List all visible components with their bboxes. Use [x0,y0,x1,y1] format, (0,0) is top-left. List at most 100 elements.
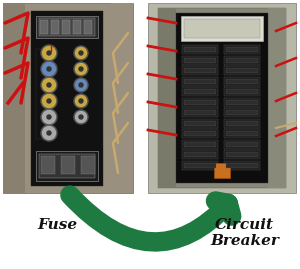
Bar [224,161,260,169]
Bar [224,97,260,107]
Circle shape [47,99,51,103]
Bar [226,79,258,83]
Bar [36,49,51,139]
Bar [182,66,218,75]
Bar [182,140,218,148]
Bar [224,55,260,65]
Circle shape [74,78,88,92]
Bar [224,108,260,117]
Text: Circuit
Breaker: Circuit Breaker [210,218,279,248]
Bar [226,162,258,168]
Bar [73,20,81,34]
Circle shape [74,110,88,124]
Bar [184,58,216,62]
Bar [84,20,92,34]
Bar [224,140,260,148]
Bar [182,45,218,54]
Circle shape [47,131,51,135]
Bar [182,150,218,159]
Bar [51,20,59,34]
Bar [226,100,258,104]
Circle shape [76,48,86,58]
Bar [39,18,95,36]
Bar [184,131,216,136]
Bar [148,3,296,193]
Circle shape [79,67,83,71]
Bar [184,19,260,38]
Circle shape [41,109,57,125]
Bar [61,156,75,174]
Circle shape [79,115,83,119]
Circle shape [74,62,88,76]
Circle shape [76,63,86,75]
Circle shape [76,80,86,90]
Bar [181,16,263,41]
Bar [184,152,216,157]
Bar [111,3,133,193]
Circle shape [74,46,88,60]
Circle shape [76,111,86,122]
Bar [224,150,260,159]
Bar [62,20,70,34]
Bar [182,55,218,65]
Text: Fuse: Fuse [37,218,77,232]
Bar [226,89,258,94]
Bar [184,162,216,168]
Circle shape [41,93,57,109]
Bar [184,110,216,115]
Bar [226,141,258,147]
Bar [226,152,258,157]
Circle shape [43,111,56,123]
Bar [39,154,95,178]
Bar [226,68,258,73]
Circle shape [47,83,51,87]
Bar [182,76,218,86]
Bar [3,3,133,193]
Bar [226,47,258,52]
Bar [40,20,48,34]
Bar [184,47,216,52]
Bar [31,11,103,186]
Bar [226,131,258,136]
Bar [36,151,98,181]
Circle shape [47,67,51,71]
Bar [224,45,260,54]
Bar [224,87,260,96]
Bar [182,161,218,169]
Bar [182,108,218,117]
Bar [3,3,25,193]
Bar [224,66,260,75]
Bar [184,141,216,147]
Circle shape [76,95,86,107]
Circle shape [74,94,88,108]
Bar [176,13,268,183]
Circle shape [41,77,57,93]
Circle shape [43,94,56,108]
Circle shape [79,83,83,87]
Bar [184,79,216,83]
Bar [36,16,98,38]
Circle shape [79,99,83,103]
Circle shape [41,45,57,61]
Bar [158,8,286,188]
Bar [226,121,258,126]
Circle shape [43,62,56,76]
Bar [182,97,218,107]
Circle shape [43,79,56,91]
Bar [226,58,258,62]
Bar [224,129,260,138]
Bar [224,76,260,86]
Bar [182,119,218,128]
Bar [184,100,216,104]
Bar [158,8,176,188]
Circle shape [47,51,51,55]
Bar [184,68,216,73]
Circle shape [47,115,51,119]
Bar [182,129,218,138]
Bar [184,89,216,94]
Bar [184,121,216,126]
Bar [268,8,286,188]
Circle shape [43,47,56,59]
Circle shape [41,125,57,141]
Circle shape [43,126,56,140]
